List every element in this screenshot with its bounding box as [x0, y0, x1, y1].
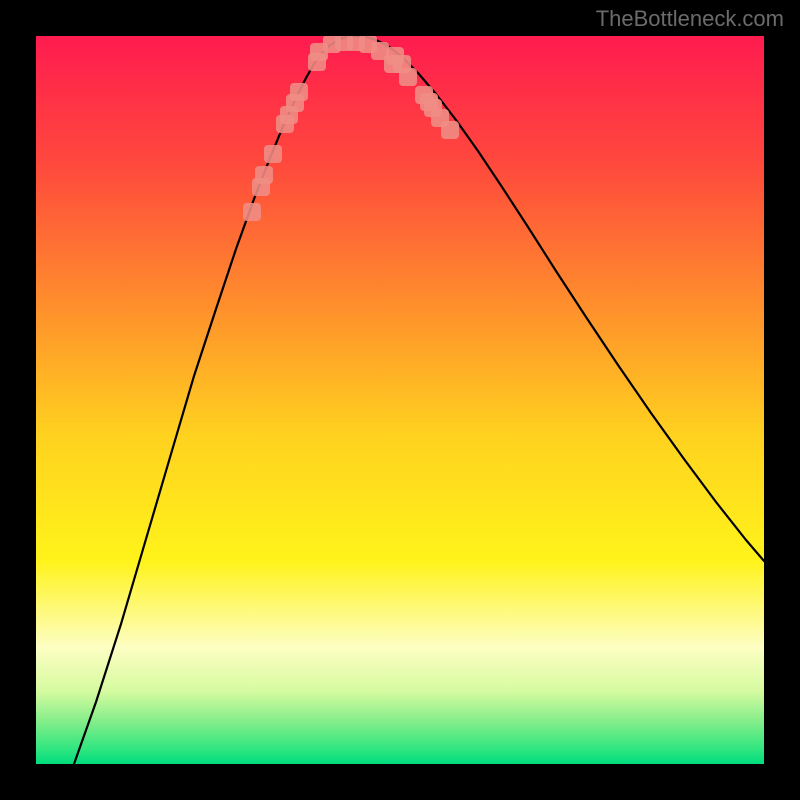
plot-area	[36, 36, 764, 764]
data-marker	[255, 166, 273, 184]
data-marker	[399, 68, 417, 86]
data-marker	[264, 145, 282, 163]
chart-frame: TheBottleneck.com	[0, 0, 800, 800]
chart-svg	[36, 36, 764, 764]
data-marker	[441, 121, 459, 139]
data-marker	[243, 203, 261, 221]
watermark-text: TheBottleneck.com	[596, 6, 784, 32]
data-marker	[290, 83, 308, 101]
bottleneck-curve	[74, 36, 764, 764]
